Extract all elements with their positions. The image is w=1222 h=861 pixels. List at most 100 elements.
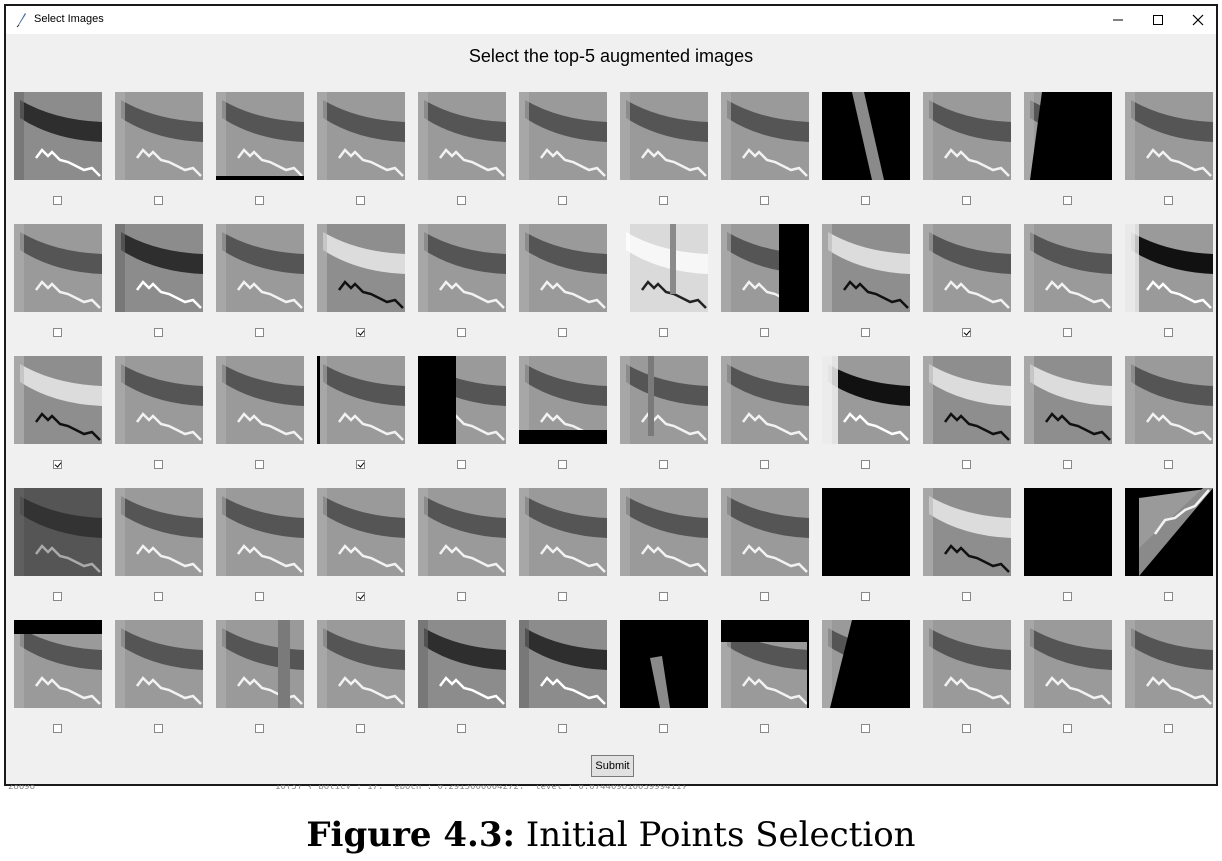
image-select-checkbox[interactable] [659, 196, 668, 205]
augmented-image-thumbnail [418, 356, 506, 444]
image-select-checkbox[interactable] [1164, 724, 1173, 733]
image-select-checkbox[interactable] [154, 592, 163, 601]
image-select-checkbox[interactable] [356, 724, 365, 733]
image-select-checkbox[interactable] [558, 592, 567, 601]
image-select-checkbox[interactable] [255, 724, 264, 733]
augmented-image-thumbnail [1125, 620, 1213, 708]
image-select-checkbox[interactable] [861, 460, 870, 469]
image-select-checkbox[interactable] [962, 460, 971, 469]
image-select-checkbox[interactable] [962, 592, 971, 601]
image-select-checkbox[interactable] [1164, 328, 1173, 337]
image-select-checkbox[interactable] [962, 328, 971, 337]
image-select-checkbox[interactable] [53, 328, 62, 337]
augmented-image-thumbnail [1024, 224, 1112, 312]
image-select-checkbox[interactable] [356, 592, 365, 601]
caption-label: Figure 4.3: [306, 815, 516, 855]
image-select-checkbox[interactable] [861, 328, 870, 337]
image-select-checkbox[interactable] [1164, 460, 1173, 469]
augmented-image-thumbnail [721, 92, 809, 180]
augmented-image-thumbnail [620, 620, 708, 708]
augmented-image-thumbnail [216, 488, 304, 576]
image-select-checkbox[interactable] [1063, 328, 1072, 337]
augmented-image-thumbnail [14, 488, 102, 576]
augmented-image-thumbnail [620, 224, 708, 312]
submit-button[interactable]: Submit [591, 755, 634, 777]
image-select-checkbox[interactable] [861, 592, 870, 601]
image-select-checkbox[interactable] [760, 460, 769, 469]
augmented-image-thumbnail [519, 224, 607, 312]
window-title: Select Images [34, 13, 104, 25]
image-select-checkbox[interactable] [457, 724, 466, 733]
image-select-checkbox[interactable] [154, 196, 163, 205]
augmented-image-thumbnail [115, 488, 203, 576]
image-select-checkbox[interactable] [154, 328, 163, 337]
image-select-checkbox[interactable] [760, 196, 769, 205]
augmented-image-thumbnail [721, 620, 809, 708]
image-select-checkbox[interactable] [861, 196, 870, 205]
image-select-checkbox[interactable] [53, 592, 62, 601]
image-select-checkbox[interactable] [760, 724, 769, 733]
augmented-image-thumbnail [14, 92, 102, 180]
console-text-right: 10(3) {'policy': 17, 'epoch': 0.29150000… [275, 785, 687, 789]
image-select-checkbox[interactable] [457, 460, 466, 469]
caption-text: Initial Points Selection [525, 815, 916, 855]
image-select-checkbox[interactable] [558, 724, 567, 733]
image-select-checkbox[interactable] [760, 328, 769, 337]
image-select-checkbox[interactable] [558, 328, 567, 337]
image-select-checkbox[interactable] [659, 592, 668, 601]
image-select-checkbox[interactable] [53, 724, 62, 733]
augmented-image-thumbnail [115, 92, 203, 180]
image-select-checkbox[interactable] [861, 724, 870, 733]
image-select-checkbox[interactable] [457, 592, 466, 601]
augmented-image-thumbnail [418, 92, 506, 180]
minimize-button[interactable] [1098, 6, 1138, 34]
image-select-checkbox[interactable] [558, 460, 567, 469]
image-select-checkbox[interactable] [356, 460, 365, 469]
image-select-checkbox[interactable] [457, 196, 466, 205]
image-select-checkbox[interactable] [1063, 196, 1072, 205]
image-select-checkbox[interactable] [154, 724, 163, 733]
augmented-image-thumbnail [216, 620, 304, 708]
feather-icon [14, 12, 28, 28]
augmented-image-thumbnail [418, 224, 506, 312]
image-select-checkbox[interactable] [356, 196, 365, 205]
image-select-checkbox[interactable] [659, 328, 668, 337]
close-button[interactable] [1178, 6, 1218, 34]
augmented-image-thumbnail [216, 224, 304, 312]
image-select-checkbox[interactable] [1063, 592, 1072, 601]
augmented-image-thumbnail [519, 488, 607, 576]
image-select-checkbox[interactable] [659, 724, 668, 733]
augmented-image-thumbnail [418, 488, 506, 576]
image-select-checkbox[interactable] [1063, 460, 1072, 469]
augmented-image-thumbnail [721, 488, 809, 576]
augmented-image-thumbnail [216, 356, 304, 444]
image-select-checkbox[interactable] [53, 196, 62, 205]
image-select-checkbox[interactable] [154, 460, 163, 469]
augmented-image-thumbnail [923, 488, 1011, 576]
image-select-checkbox[interactable] [962, 196, 971, 205]
augmented-image-thumbnail [317, 92, 405, 180]
image-select-checkbox[interactable] [255, 592, 264, 601]
image-select-checkbox[interactable] [255, 196, 264, 205]
image-select-checkbox[interactable] [558, 196, 567, 205]
image-select-checkbox[interactable] [659, 460, 668, 469]
image-select-checkbox[interactable] [1063, 724, 1072, 733]
image-select-checkbox[interactable] [457, 328, 466, 337]
augmented-image-thumbnail [923, 620, 1011, 708]
image-select-checkbox[interactable] [760, 592, 769, 601]
augmented-image-thumbnail [923, 224, 1011, 312]
image-select-checkbox[interactable] [53, 460, 62, 469]
image-select-checkbox[interactable] [255, 328, 264, 337]
augmented-image-thumbnail [1125, 92, 1213, 180]
image-select-checkbox[interactable] [356, 328, 365, 337]
image-select-checkbox[interactable] [1164, 196, 1173, 205]
augmented-image-thumbnail [1125, 488, 1213, 576]
maximize-button[interactable] [1138, 6, 1178, 34]
augmented-image-thumbnail [317, 224, 405, 312]
augmented-image-thumbnail [822, 224, 910, 312]
image-select-checkbox[interactable] [962, 724, 971, 733]
augmented-image-thumbnail [14, 356, 102, 444]
image-select-checkbox[interactable] [255, 460, 264, 469]
augmented-image-thumbnail [620, 92, 708, 180]
image-select-checkbox[interactable] [1164, 592, 1173, 601]
